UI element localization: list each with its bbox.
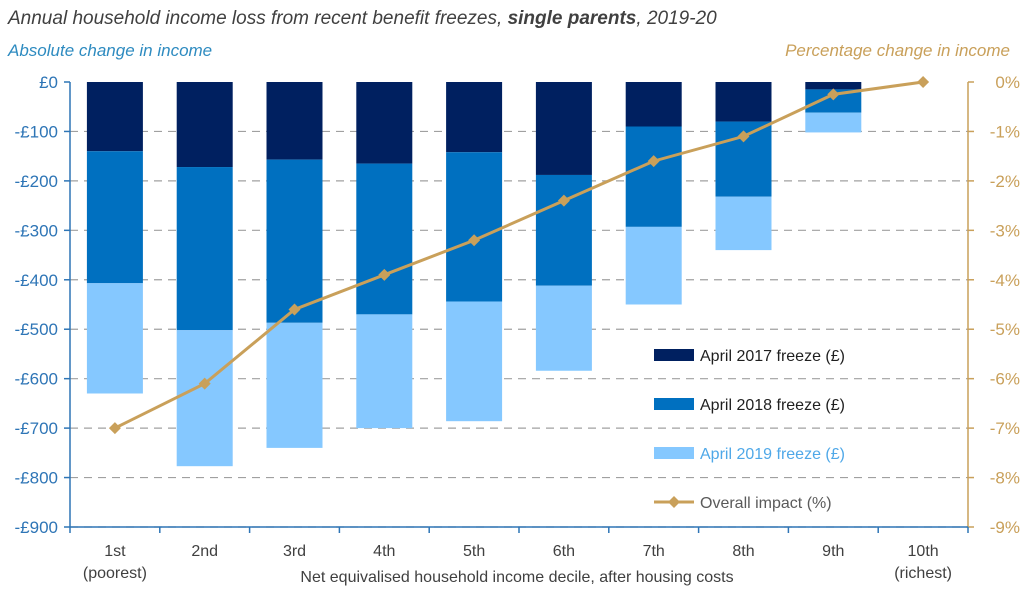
x-tick-label: 1st [104,543,126,560]
x-tick-label: 2nd [191,543,218,560]
overall-impact-point-4th [378,268,391,281]
x-tick-label: 9th [822,543,844,560]
x-tick-sublabel: (richest) [894,565,952,582]
legend-label: April 2019 freeze (£) [700,446,845,463]
chart-title-part: single parents [508,8,637,29]
legend-swatch [654,349,694,361]
bar-2019-1st [86,283,143,394]
right-tick-label: -3% [990,221,1020,240]
left-tick-label: -£200 [15,172,58,191]
legend: April 2017 freeze (£) April 2018 freeze (… [654,348,845,512]
legend-label: Overall impact (%) [700,495,832,512]
right-tick-label: -4% [990,271,1020,290]
left-tick-label: -£700 [15,419,58,438]
right-tick-label: -9% [990,518,1020,537]
overall-impact-point-6th [557,194,570,207]
overall-impact-point-7th [647,155,660,168]
x-axis-title: Net equivalised household income decile,… [300,569,733,586]
chart-title: Annual household income loss from recent… [7,8,717,29]
bar-2018-2nd [176,167,233,331]
bar-2017-1st [86,82,143,152]
x-tick-label: 8th [732,543,754,560]
bar-2017-4th [356,82,413,164]
bar-2018-4th [356,163,413,315]
legend-swatch [654,398,694,410]
bar-2018-5th [446,152,503,302]
right-tick-label: 0% [995,73,1020,92]
chart-title-part: Annual household income loss from recent… [7,8,508,29]
bar-2019-8th [715,196,772,251]
right-tick-label: -7% [990,419,1020,438]
bar-2018-7th [625,126,682,227]
left-axis-title: Absolute change in income [7,41,212,60]
left-tick-label: £0 [39,73,58,92]
overall-impact-point-8th [737,130,750,143]
right-tick-label: -5% [990,320,1020,339]
x-tick-sublabel: (poorest) [83,565,147,582]
legend-swatch-marker [668,496,680,508]
x-tick-label: 4th [373,543,395,560]
overall-impact-line [108,76,930,435]
bar-2017-5th [446,82,503,153]
x-tick-label: 7th [643,543,665,560]
bar-2017-8th [715,82,772,122]
chart-title-part: , 2019-20 [636,8,717,29]
bar-2019-6th [535,285,592,371]
left-tick-label: -£400 [15,271,58,290]
bar-2017-9th [805,82,862,90]
overall-impact-point-2nd [198,377,211,390]
bar-2018-9th [805,89,862,113]
bar-2019-9th [805,112,862,133]
bar-2019-3rd [266,322,323,448]
right-axis-title: Percentage change in income [785,41,1010,60]
bars [86,82,862,467]
bar-2018-3rd [266,159,323,323]
right-tick-label: -1% [990,122,1020,141]
left-tick-label: -£800 [15,469,58,488]
tick-labels: £0 -£100 -£200 -£300 -£400 -£500 -£600 -£700 -£8… [15,73,1020,582]
bar-2017-7th [625,82,682,127]
bar-2018-1st [86,151,143,284]
left-tick-label: -£600 [15,370,58,389]
overall-impact-series [114,80,924,430]
bar-2017-3rd [266,82,323,160]
x-tick-label: 10th [908,543,939,560]
x-tick-label: 6th [553,543,575,560]
overall-impact-point-10th [917,76,930,88]
x-tick-label: 5th [463,543,485,560]
bar-2017-6th [535,82,592,175]
overall-impact-point-5th [468,234,481,247]
legend-label: April 2017 freeze (£) [700,348,845,365]
x-tick-label: 3rd [283,543,306,560]
legend-label: April 2018 freeze (£) [700,397,845,414]
legend-swatch [654,447,694,459]
overall-impact-point-1st [108,422,121,435]
axes [64,81,974,533]
bar-2019-5th [446,301,503,422]
left-tick-label: -£100 [15,122,58,141]
right-tick-label: -8% [990,469,1020,488]
left-tick-label: -£300 [15,221,58,240]
overall-impact-point-9th [827,88,840,101]
bar-2019-2nd [176,330,233,467]
right-tick-label: -6% [990,370,1020,389]
overall-impact-point-3rd [288,303,301,316]
right-tick-label: -2% [990,172,1020,191]
left-tick-label: -£900 [15,518,58,537]
bar-2019-4th [356,314,413,429]
bar-2019-7th [625,226,682,305]
bar-2017-2nd [176,82,233,168]
left-tick-label: -£500 [15,320,58,339]
